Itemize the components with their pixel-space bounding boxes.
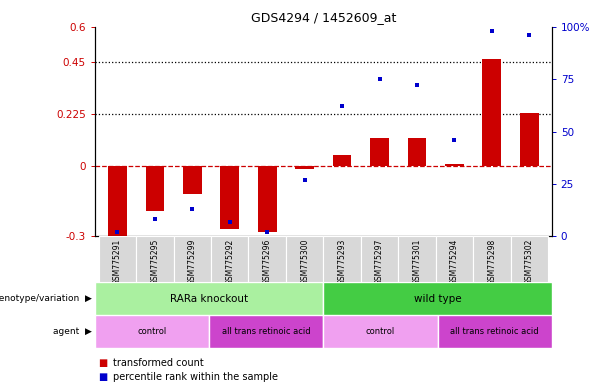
Bar [295,166,314,169]
Text: GSM775296: GSM775296 [263,238,272,285]
Text: GSM775291: GSM775291 [113,238,122,285]
Text: GSM775294: GSM775294 [450,238,459,285]
Text: GSM775302: GSM775302 [525,238,534,285]
Bar [145,166,164,210]
Text: GSM775293: GSM775293 [338,238,346,285]
Bar [209,315,324,348]
Bar [95,315,209,348]
Bar [333,155,351,166]
Text: agent  ▶: agent ▶ [53,327,92,336]
Text: GSM775301: GSM775301 [413,238,422,285]
Text: wild type: wild type [414,293,462,304]
Text: GSM775300: GSM775300 [300,238,309,285]
Text: GSM775299: GSM775299 [188,238,197,285]
Bar [221,166,239,229]
Bar [511,236,548,282]
Bar [324,282,552,315]
Text: GSM775295: GSM775295 [150,238,159,285]
Bar [173,236,211,282]
Bar [286,236,324,282]
Bar [324,315,438,348]
Bar [398,236,436,282]
Bar [248,236,286,282]
Bar [211,236,248,282]
Text: control: control [137,327,167,336]
Text: GSM775292: GSM775292 [225,238,234,285]
Bar [438,315,552,348]
Text: ■: ■ [98,372,107,382]
Bar [473,236,511,282]
Bar [108,166,127,236]
Text: all trans retinoic acid: all trans retinoic acid [451,327,539,336]
Bar [324,236,361,282]
Text: control: control [366,327,395,336]
Text: percentile rank within the sample: percentile rank within the sample [113,372,278,382]
Bar [183,166,202,194]
Text: genotype/variation  ▶: genotype/variation ▶ [0,294,92,303]
Title: GDS4294 / 1452609_at: GDS4294 / 1452609_at [251,11,396,24]
Bar [436,236,473,282]
Bar [408,139,426,166]
Bar [99,236,136,282]
Text: transformed count: transformed count [113,358,204,368]
Bar [95,282,324,315]
Text: all trans retinoic acid: all trans retinoic acid [222,327,311,336]
Bar [258,166,276,232]
Bar [370,139,389,166]
Bar [482,60,501,166]
Bar [361,236,398,282]
Text: GSM775297: GSM775297 [375,238,384,285]
Bar [520,113,539,166]
Text: ■: ■ [98,358,107,368]
Text: GSM775298: GSM775298 [487,238,497,285]
Text: RARa knockout: RARa knockout [170,293,248,304]
Bar [136,236,173,282]
Bar [445,164,463,166]
